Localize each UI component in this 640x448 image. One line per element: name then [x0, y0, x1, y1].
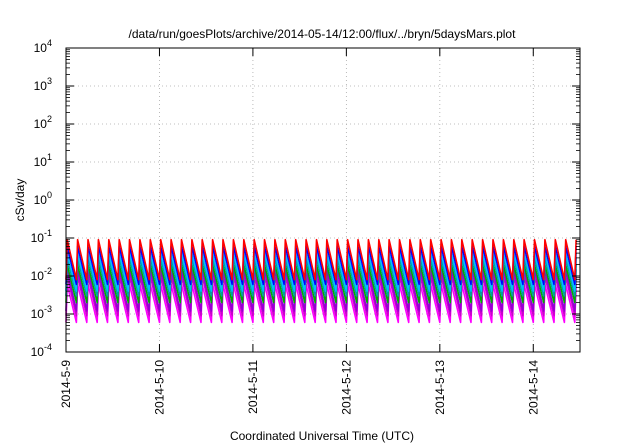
- y-tick-label: 104: [34, 38, 52, 55]
- y-axis-ticks: 10-4 10-3 10-2 10-1 100 101 102 103 104: [31, 38, 580, 359]
- x-axis-ticks: 2014-5-9 2014-5-10 2014-5-11 2014-5-12 2014-…: [59, 48, 540, 415]
- y-tick-label: 10-4: [31, 342, 52, 359]
- y-tick-label: 10-1: [31, 228, 52, 245]
- x-tick-label: 2014-5-11: [246, 360, 260, 414]
- y-tick-label: 10-3: [31, 304, 52, 321]
- x-tick-label: 2014-5-13: [433, 360, 447, 415]
- y-tick-label: 103: [34, 76, 52, 93]
- series-layer: [65, 238, 577, 324]
- x-tick-label: 2014-5-10: [152, 360, 166, 415]
- x-tick-label: 2014-5-14: [526, 360, 540, 415]
- y-tick-label: 102: [34, 114, 52, 131]
- series-line: [65, 238, 577, 281]
- y-tick-label: 10-2: [31, 266, 52, 283]
- y-tick-label: 100: [34, 190, 52, 207]
- y-tick-label: 101: [34, 152, 52, 169]
- x-tick-label: 2014-5-12: [339, 360, 353, 415]
- x-axis-label: Coordinated Universal Time (UTC): [230, 429, 414, 443]
- x-tick-label: 2014-5-9: [59, 360, 73, 408]
- chart-title: /data/run/goesPlots/archive/2014-05-14/1…: [129, 27, 517, 41]
- y-axis-label: cSv/day: [13, 179, 27, 222]
